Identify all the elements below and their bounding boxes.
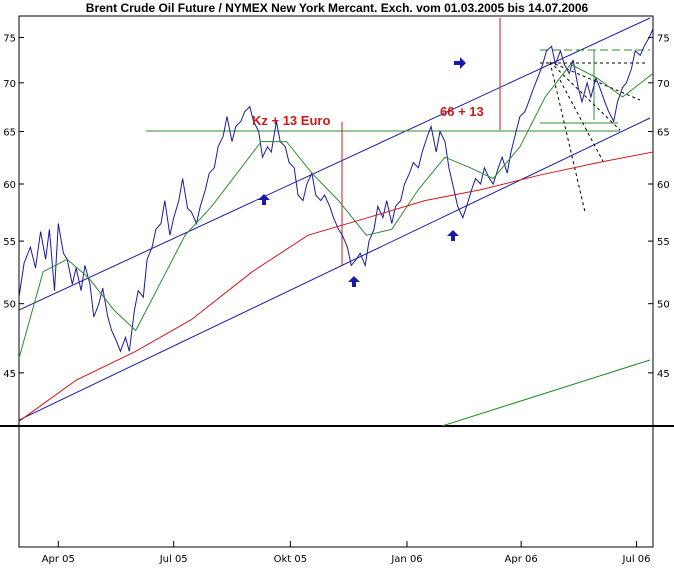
- up-arrow-icon: [348, 276, 360, 287]
- moving-average-short-line: [19, 63, 653, 359]
- y-tick-label-right: 45: [657, 369, 670, 380]
- y-tick-label-right: 50: [657, 300, 670, 311]
- annotation-label: 66 + 13: [440, 104, 484, 119]
- x-tick-label: Okt 05: [274, 554, 308, 565]
- y-tick-label-right: 60: [657, 180, 670, 191]
- y-tick-label-left: 75: [3, 34, 16, 45]
- y-tick-label-left: 45: [3, 369, 16, 380]
- plot-frame: [18, 15, 654, 548]
- y-tick-label-right: 75: [657, 34, 670, 45]
- y-tick-label-left: 55: [3, 237, 16, 248]
- chart-title: Brent Crude Oil Future / NYMEX New York …: [85, 1, 589, 15]
- y-tick-label-left: 50: [3, 300, 16, 311]
- y-tick-label-right: 55: [657, 237, 670, 248]
- moving-average-long-line: [19, 151, 653, 422]
- projection-line-4: [559, 79, 606, 166]
- lower-panel-trend-line: [441, 359, 651, 426]
- projection-line-1: [549, 61, 621, 131]
- x-tick-label: Apr 06: [505, 554, 538, 565]
- annotation-label: Kz + 13 Euro: [252, 113, 330, 128]
- x-tick-label: Apr 05: [42, 554, 75, 565]
- up-arrow-icon: [258, 194, 270, 205]
- right-arrow-icon: [454, 57, 466, 69]
- y-tick-label-left: 60: [3, 180, 16, 191]
- x-tick-label: Jan 06: [390, 554, 422, 565]
- price-line: [19, 28, 653, 353]
- y-tick-label-left: 70: [3, 79, 16, 90]
- trend-channel-upper-line: [19, 17, 651, 311]
- y-tick-label-right: 65: [657, 127, 670, 138]
- trend-channel-lower-line: [19, 117, 651, 421]
- x-tick-label: Jul 05: [159, 554, 188, 565]
- projection-line-2: [549, 61, 586, 213]
- y-tick-label-left: 65: [3, 127, 16, 138]
- y-tick-label-right: 70: [657, 79, 670, 90]
- x-tick-label: Jul 06: [622, 554, 651, 565]
- up-arrow-icon: [447, 230, 459, 241]
